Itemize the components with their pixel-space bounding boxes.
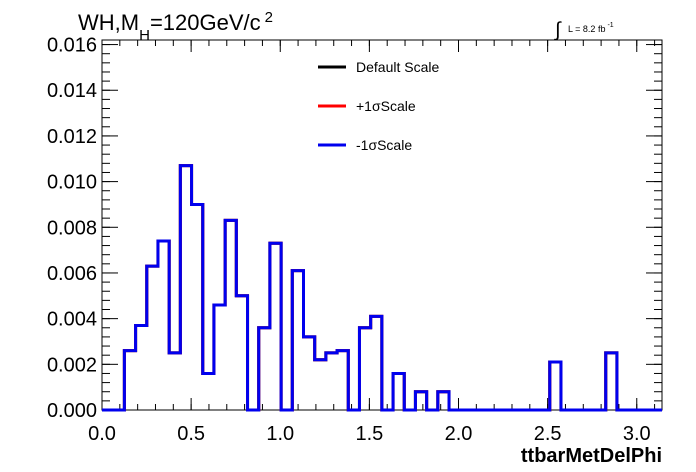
- x-tick-label: 1.5: [355, 423, 383, 445]
- title-rest: =120GeV/c: [150, 10, 261, 35]
- legend-label: -1σScale: [356, 137, 412, 153]
- legend: Default Scale +1σScale -1σScale: [318, 59, 439, 153]
- lumi-integral: ∫: [554, 19, 562, 41]
- y-tick-label: 0.010: [47, 172, 97, 194]
- x-axis-title: ttbarMetDelPhi: [521, 445, 662, 467]
- lumi-superscript: -1: [607, 22, 613, 29]
- x-tick-label: 2.5: [534, 423, 562, 445]
- plot-title: WH,MH=120GeV/c 2: [78, 9, 273, 44]
- lumi-text: L = 8.2 fb: [568, 24, 605, 34]
- x-tick-label: 1.0: [266, 423, 294, 445]
- title-main: WH,M: [78, 10, 139, 35]
- title-subscript: H: [139, 27, 150, 44]
- y-tick-label: 0.000: [47, 400, 97, 422]
- x-axis: 0.0 0.5 1.0 1.5 2.0 2.5 3.0: [88, 40, 656, 445]
- y-tick-label: 0.002: [47, 354, 97, 376]
- x-tick-label: 2.0: [445, 423, 473, 445]
- y-tick-label: 0.012: [47, 126, 97, 148]
- legend-label: Default Scale: [356, 59, 439, 75]
- series-line: [102, 164, 662, 412]
- y-tick-label: 0.014: [47, 80, 97, 102]
- y-tick-label: 0.004: [47, 309, 97, 331]
- title-superscript: 2: [265, 9, 273, 26]
- series-layer: [102, 164, 662, 412]
- y-axis: 0.000 0.002 0.004 0.006 0.008 0.010 0.012 0.014…: [47, 35, 662, 422]
- x-tick-label: 3.0: [623, 423, 651, 445]
- x-tick-label: 0.0: [88, 423, 116, 445]
- y-tick-label: 0.006: [47, 263, 97, 285]
- x-tick-label: 0.5: [177, 423, 205, 445]
- legend-label: +1σScale: [356, 98, 416, 114]
- lumi-label: L = 8.2 fb -1: [568, 22, 614, 34]
- y-tick-label: 0.016: [47, 35, 97, 57]
- y-tick-label: 0.008: [47, 217, 97, 239]
